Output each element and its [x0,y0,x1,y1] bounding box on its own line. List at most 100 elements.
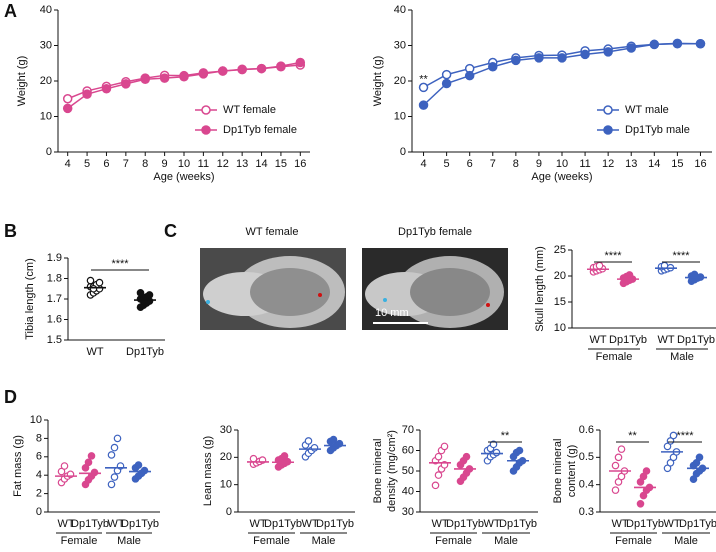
x-tick-label: Dp1Tyb [609,334,647,346]
y-tick-label: 10 [220,479,232,491]
data-point [280,452,289,460]
legend-marker [603,105,613,115]
y-tick-label: 0 [46,146,52,158]
panel-label: B [4,221,17,241]
data-point [488,62,498,72]
y-tick-label: 50 [402,465,414,477]
x-tick-label: 12 [217,158,229,170]
significance-label: **** [604,250,622,262]
data-point [489,440,498,449]
data-point [89,284,98,293]
x-tick-label: 13 [625,158,637,170]
y-tick-label: 20 [554,270,566,282]
data-point [90,468,99,477]
data-point [84,458,93,467]
y-tick-label: 1.7 [47,293,62,305]
y-axis-label: Skull length (mm) [534,246,546,332]
data-point [82,89,92,99]
data-point [695,38,706,49]
data-point [95,278,104,287]
data-point [121,79,131,89]
data-point [617,445,626,453]
x-axis-label: Age (weeks) [153,171,214,183]
x-axis-label: Age (weeks) [531,171,592,183]
group-label: Male [670,351,694,363]
data-point [110,443,119,452]
data-point [440,442,449,451]
data-point [86,276,95,285]
data-point [534,53,544,63]
x-tick-label: Dp1Tyb [126,346,164,358]
data-point [179,71,189,82]
data-point [62,103,73,114]
x-tick-label: Dp1Tyb [679,518,716,530]
group-label: Female [61,535,98,547]
y-axis-label: Lean mass (g) [202,436,214,506]
y-axis-label: density (mg/cm²) [386,430,398,512]
data-point [101,84,112,94]
x-tick-label: 13 [236,158,248,170]
data-point [464,70,475,81]
data-point [159,73,170,83]
data-point [626,43,636,53]
data-point [237,64,247,75]
x-tick-label: 6 [103,158,109,170]
x-tick-label: Dp1Tyb [71,518,109,530]
group-label: Female [435,535,472,547]
group-label: Male [674,535,698,547]
x-tick-label: 7 [123,158,129,170]
y-axis-label: Fat mass (g) [12,435,24,497]
legend-marker [201,125,211,135]
data-point [557,53,567,63]
image-title: Dp1Tyb female [398,226,472,238]
x-tick-label: WT [86,346,103,358]
data-point [462,452,471,461]
data-point [690,270,699,279]
legend-label: Dp1Tyb female [223,124,297,136]
x-tick-label: 11 [198,158,209,170]
data-point [62,94,73,104]
group-label: Male [494,535,518,547]
data-point [249,454,258,463]
y-tick-label: 10 [554,322,566,334]
group-label: Female [253,535,290,547]
y-tick-label: 25 [554,244,566,256]
data-point [107,451,116,459]
data-point [441,78,452,89]
group-label: Male [117,535,141,547]
x-tick-label: WT [301,518,318,530]
x-tick-label: 6 [467,158,473,170]
data-point [434,452,443,461]
y-tick-label: 0.5 [579,451,594,463]
y-axis-label: Bone mineral [552,439,564,504]
x-tick-label: 12 [602,158,614,170]
data-point [603,47,613,57]
data-point [110,473,119,481]
data-point [145,291,154,299]
y-tick-label: 30 [394,39,406,51]
legend-label: WT female [223,104,276,116]
y-tick-label: 40 [40,4,52,16]
data-point [304,437,313,445]
legend-marker [603,125,613,135]
data-point [625,271,634,279]
group-label: Female [615,535,652,547]
x-tick-label: 16 [694,158,706,170]
x-tick-label: 15 [671,158,683,170]
x-tick-label: 15 [275,158,287,170]
x-tick-label: Dp1Tyb [264,518,302,530]
data-point [107,480,116,489]
data-point [649,39,660,50]
data-point [611,486,620,494]
significance-label: ** [628,430,637,442]
data-point [636,499,645,508]
y-tick-label: 1.5 [47,334,62,346]
x-tick-label: WT [589,334,606,346]
data-point [276,61,286,71]
x-tick-label: 8 [142,158,148,170]
panel-label: C [164,221,177,241]
y-tick-label: 20 [394,75,406,87]
data-point [256,63,267,74]
